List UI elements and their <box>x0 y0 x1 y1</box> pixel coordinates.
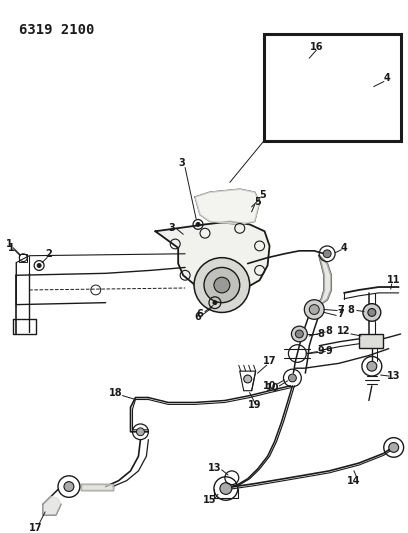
Circle shape <box>37 263 41 268</box>
Circle shape <box>204 268 240 303</box>
Text: 12: 12 <box>337 326 351 336</box>
Circle shape <box>288 374 296 382</box>
Circle shape <box>298 83 316 100</box>
Text: 8: 8 <box>348 304 355 314</box>
Text: 18: 18 <box>109 387 122 398</box>
Text: 6: 6 <box>195 312 202 322</box>
Circle shape <box>323 250 331 257</box>
Circle shape <box>196 222 200 227</box>
Text: 8: 8 <box>326 326 333 336</box>
Text: 4: 4 <box>341 243 348 253</box>
Bar <box>359 334 383 348</box>
Circle shape <box>220 483 232 495</box>
Text: 7: 7 <box>338 304 344 314</box>
Text: 17: 17 <box>29 523 43 532</box>
Text: 9: 9 <box>326 345 333 356</box>
Circle shape <box>295 330 303 338</box>
Text: 5: 5 <box>259 190 266 200</box>
Polygon shape <box>81 483 113 490</box>
Text: 10: 10 <box>266 383 279 393</box>
Circle shape <box>213 301 217 305</box>
Circle shape <box>291 326 307 342</box>
Circle shape <box>389 442 399 453</box>
Circle shape <box>194 257 250 312</box>
Circle shape <box>136 428 144 435</box>
Text: 16: 16 <box>310 42 323 52</box>
Circle shape <box>304 300 324 319</box>
Circle shape <box>303 87 311 95</box>
Circle shape <box>363 304 381 321</box>
Text: 8: 8 <box>318 329 325 339</box>
Text: 1: 1 <box>6 239 13 249</box>
Text: 3: 3 <box>169 223 175 233</box>
Text: 17: 17 <box>263 357 276 366</box>
Text: 15: 15 <box>203 495 217 505</box>
Text: 11: 11 <box>387 275 400 285</box>
Circle shape <box>244 375 252 383</box>
Text: 13: 13 <box>387 371 400 381</box>
Circle shape <box>309 305 319 314</box>
Polygon shape <box>155 222 270 290</box>
Text: 4: 4 <box>384 72 390 83</box>
Bar <box>264 34 401 141</box>
Text: 19: 19 <box>248 400 262 410</box>
Text: 9: 9 <box>318 345 325 356</box>
Text: 7: 7 <box>338 310 344 319</box>
Text: 6: 6 <box>197 310 204 319</box>
Text: 13: 13 <box>208 463 222 473</box>
Polygon shape <box>314 256 331 306</box>
Circle shape <box>368 309 376 317</box>
Text: 10: 10 <box>263 381 276 391</box>
Circle shape <box>64 482 74 491</box>
Text: 6319 2100: 6319 2100 <box>19 23 95 37</box>
Circle shape <box>359 85 369 94</box>
Polygon shape <box>195 189 259 224</box>
Text: 5: 5 <box>254 197 261 207</box>
Circle shape <box>367 361 377 371</box>
Polygon shape <box>43 496 61 515</box>
Text: 2: 2 <box>46 249 53 259</box>
Circle shape <box>214 277 230 293</box>
Text: 14: 14 <box>347 475 361 486</box>
Text: 1: 1 <box>8 243 15 253</box>
Text: 3: 3 <box>179 158 186 168</box>
